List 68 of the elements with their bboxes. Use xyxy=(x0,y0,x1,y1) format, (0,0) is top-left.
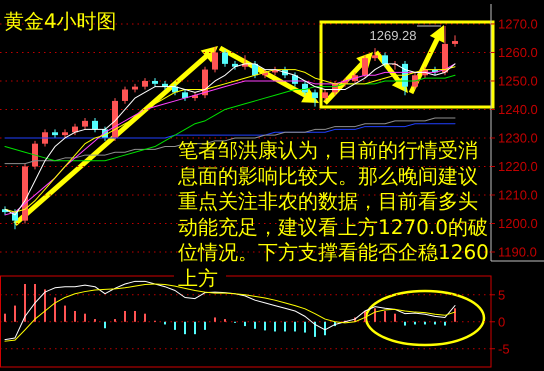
bar xyxy=(414,322,416,324)
bar xyxy=(254,322,256,329)
bar xyxy=(164,322,166,324)
annotation: 1269.28 xyxy=(370,28,416,44)
bar xyxy=(204,322,206,330)
bar xyxy=(274,322,276,332)
candlestick xyxy=(32,140,38,170)
candlestick xyxy=(72,123,78,136)
y-tick-label: 0 xyxy=(498,314,506,330)
bar xyxy=(244,322,246,326)
bar xyxy=(384,310,386,322)
bar xyxy=(224,319,226,322)
candlestick xyxy=(322,89,328,102)
y-tick-label: 5 xyxy=(498,287,506,302)
bar xyxy=(114,319,116,322)
bar xyxy=(134,310,136,322)
bar xyxy=(144,314,146,322)
candlestick xyxy=(142,78,148,90)
bar xyxy=(454,308,456,322)
bar xyxy=(174,322,176,330)
candlestick xyxy=(212,46,218,73)
bar xyxy=(84,314,86,322)
bar xyxy=(194,322,196,334)
candlestick xyxy=(362,54,368,79)
bar xyxy=(404,322,406,326)
candlestick xyxy=(452,34,458,48)
chart-title: 黄金4小时图 xyxy=(4,9,117,33)
bar xyxy=(74,310,76,322)
y-tick-label: 1210.0 xyxy=(498,188,538,203)
y-tick-label: 1190.0 xyxy=(498,244,537,260)
y-tick-label: -5 xyxy=(498,341,510,356)
y-tick-label: 1270.0 xyxy=(498,16,538,32)
bar xyxy=(44,289,46,322)
bar xyxy=(424,322,426,324)
bar xyxy=(24,284,26,322)
bar xyxy=(284,322,286,332)
bar xyxy=(304,322,306,333)
bar xyxy=(394,314,396,322)
y-tick-label: 1250.0 xyxy=(498,74,538,89)
y-tick-label: 1220.0 xyxy=(498,159,538,174)
bar xyxy=(64,306,66,322)
bar xyxy=(184,322,186,334)
bar xyxy=(94,319,96,322)
candlestick xyxy=(312,89,318,108)
bar xyxy=(34,284,36,322)
candlestick xyxy=(222,49,228,68)
y-tick-label: 1230.0 xyxy=(498,130,538,146)
bar xyxy=(14,306,16,322)
bar xyxy=(294,322,296,332)
bar xyxy=(374,308,376,322)
candlestick xyxy=(382,52,388,68)
candlestick xyxy=(82,118,88,130)
bar xyxy=(4,314,6,322)
bar xyxy=(214,317,216,322)
candlestick xyxy=(92,118,98,133)
annotation: 笔者邹洪康认为，目前的行情受消息面的影响比较大。那么晚间建议重点关注非农的数据，目前看多头动能充足，建议看上方1270.0的破位情况。下方支撑看能否企稳1260上方 xyxy=(178,138,490,291)
bar xyxy=(314,322,316,337)
y-tick-label: 1260.0 xyxy=(498,45,538,60)
bar xyxy=(444,322,446,326)
bar xyxy=(54,297,56,322)
bar xyxy=(124,310,126,322)
candlestick xyxy=(122,86,128,104)
bar xyxy=(264,322,266,330)
y-tick-label: 1200.0 xyxy=(498,216,538,232)
bar xyxy=(434,322,436,324)
bar xyxy=(104,322,106,328)
y-tick-label: 1240.0 xyxy=(498,102,538,118)
bar xyxy=(324,322,326,336)
